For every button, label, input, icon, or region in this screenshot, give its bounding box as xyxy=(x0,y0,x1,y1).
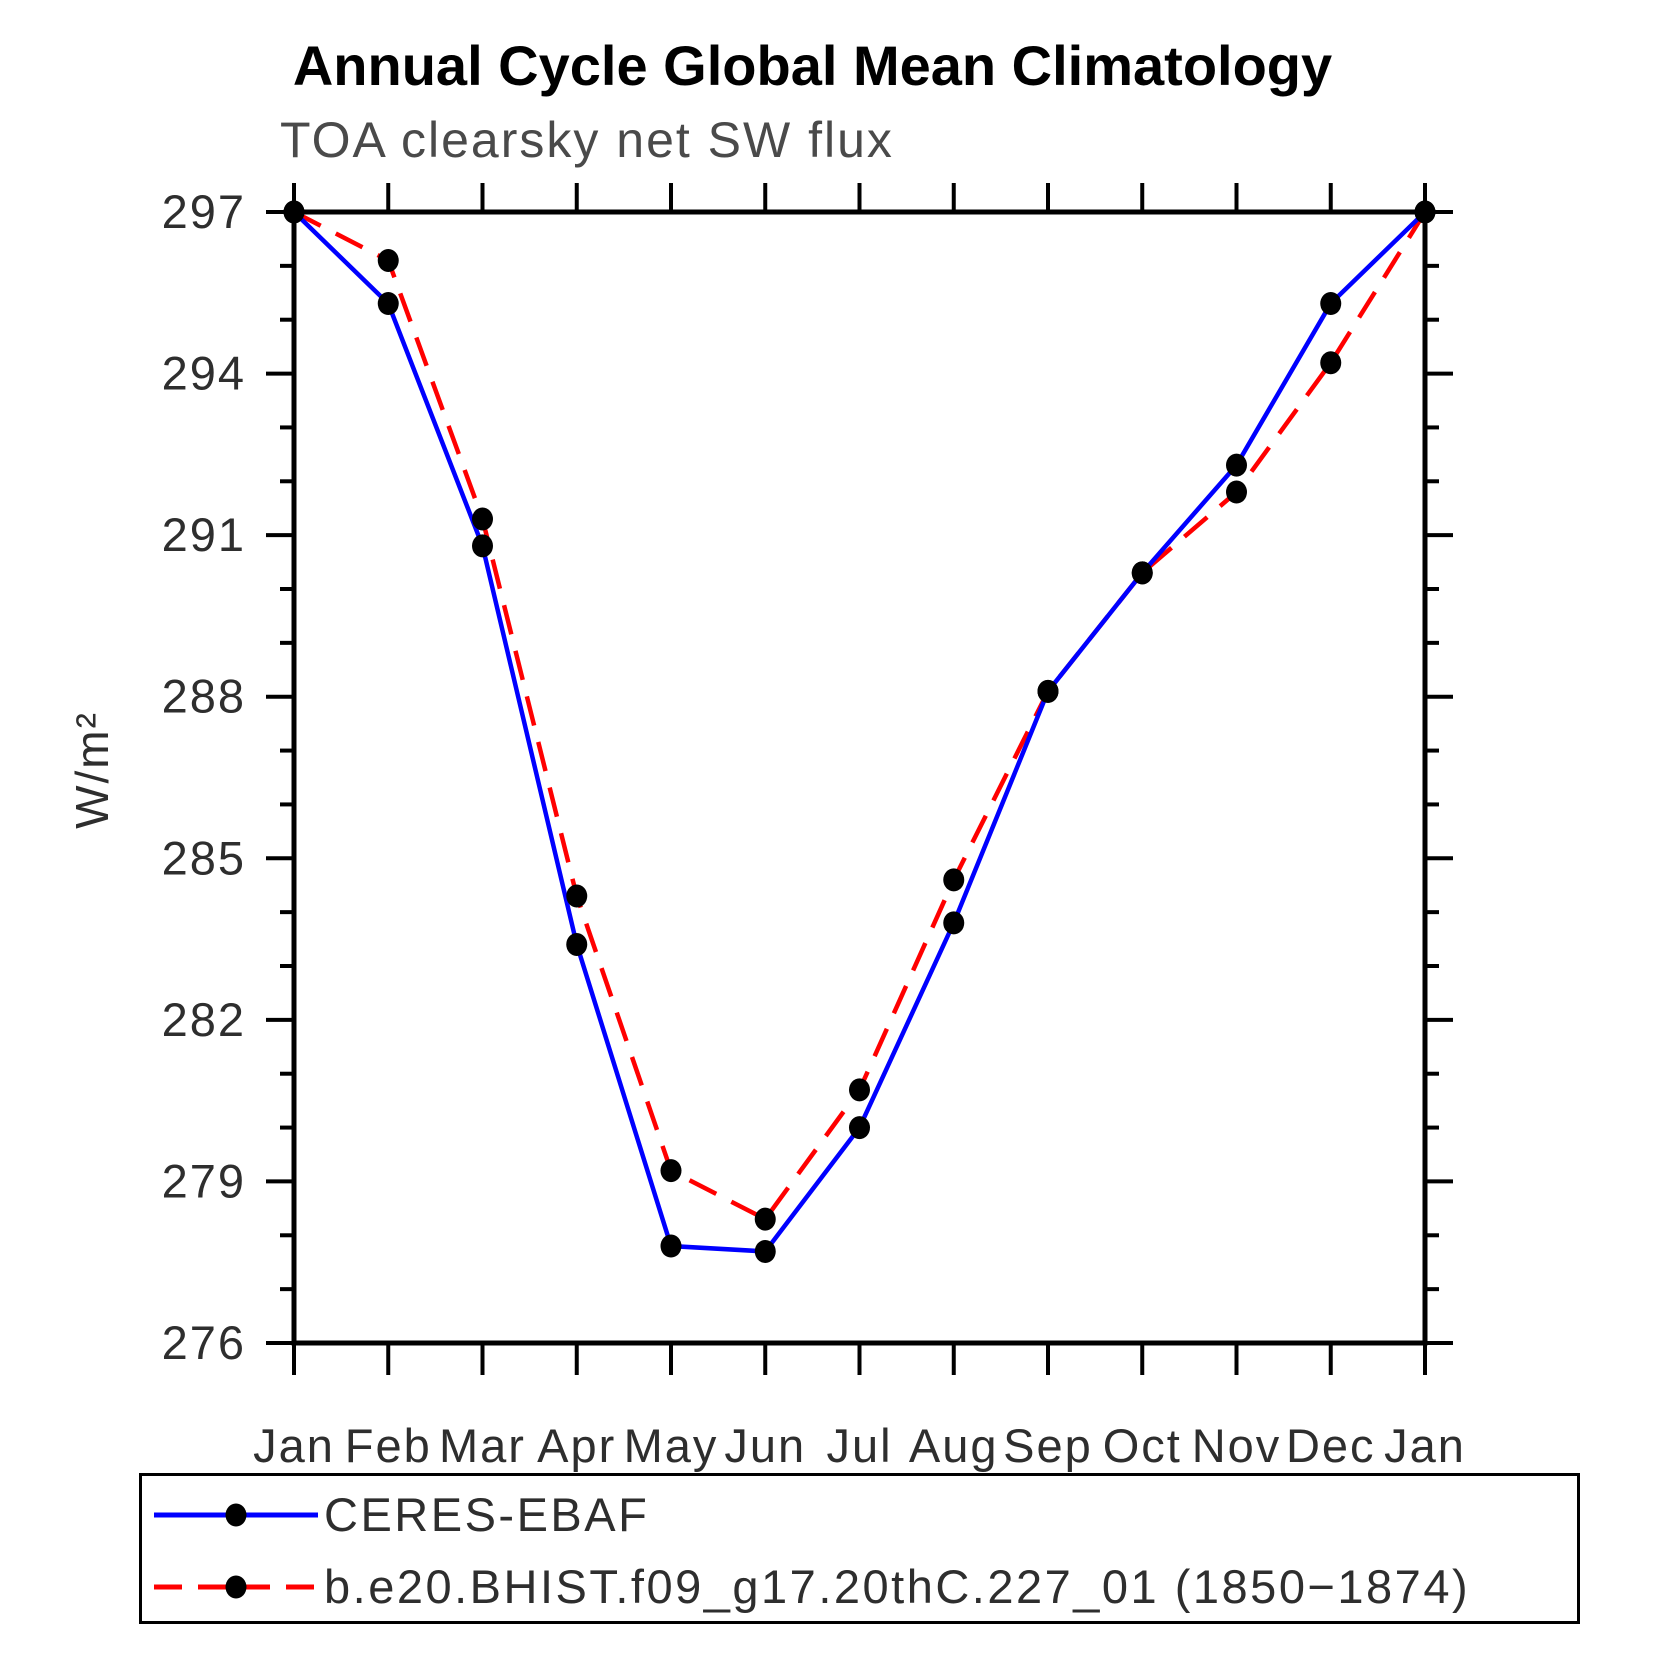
data-point-marker xyxy=(1226,453,1247,477)
y-tick-label: 294 xyxy=(162,347,246,400)
y-tick-label: 291 xyxy=(162,508,246,561)
plot-frame xyxy=(291,209,1428,1346)
x-tick-label: Feb xyxy=(345,1419,432,1472)
axes-frame xyxy=(291,209,1428,1346)
x-tick-label: Sep xyxy=(1003,1419,1093,1472)
data-point-marker xyxy=(377,292,399,316)
legend-sample-marker xyxy=(225,1503,247,1526)
x-tick-label: Dec xyxy=(1286,1419,1376,1472)
y-tick-label: 276 xyxy=(162,1316,246,1369)
axis-ticks xyxy=(266,183,1453,1375)
legend-line-sample xyxy=(154,1575,318,1598)
data-point-marker xyxy=(849,1116,870,1140)
y-tick-label: 297 xyxy=(162,185,246,238)
data-point-marker xyxy=(377,248,399,272)
y-tick-label: 282 xyxy=(162,993,246,1046)
series-line-b-e20-bhist-f09-g17-20thc-227-01-1850-1874 xyxy=(292,209,1427,1223)
y-tick-label: 288 xyxy=(162,670,246,723)
legend-row-b-e20-bhist-f09-g17-20thc-227-01-1850-1874: b.e20.BHIST.f09_g17.20thC.227_01 (1850−1… xyxy=(152,1557,1577,1617)
legend-label: CERES-EBAF xyxy=(324,1488,650,1541)
data-point-marker xyxy=(566,932,588,956)
x-tick-label: Nov xyxy=(1192,1419,1282,1472)
legend-row-ceres-ebaf: CERES-EBAF xyxy=(152,1485,1577,1545)
x-tick-label: Mar xyxy=(439,1419,526,1472)
data-point-marker xyxy=(1320,351,1342,375)
axis-tick-labels: Jan Feb Mar Apr May Jun Jul Aug Sep Oct Nov Dec Jan2… xyxy=(162,185,1466,1472)
x-tick-label: Jan xyxy=(1384,1419,1466,1472)
x-tick-label: Jan xyxy=(253,1419,335,1472)
x-tick-label: May xyxy=(624,1419,719,1472)
legend-sample-marker xyxy=(225,1575,247,1598)
data-point-marker xyxy=(566,884,588,908)
data-point-marker xyxy=(1037,679,1059,703)
data-point-marker xyxy=(472,534,493,558)
data-point-marker xyxy=(754,1239,776,1263)
x-tick-label: Jul xyxy=(826,1419,892,1472)
data-point-marker xyxy=(849,1078,870,1102)
data-point-marker xyxy=(660,1159,682,1183)
x-tick-label: Apr xyxy=(537,1419,616,1472)
data-point-marker xyxy=(1131,561,1153,585)
y-axis-title: W/m² xyxy=(66,711,118,829)
x-tick-label: Jun xyxy=(724,1419,806,1472)
chart-subtitle: TOA clearsky net SW flux xyxy=(280,112,894,168)
data-point-marker xyxy=(943,868,965,892)
data-point-marker xyxy=(943,911,965,935)
legend-box: CERES-EBAF b.e20.BHIST.f09_g17.20thC.227_… xyxy=(139,1473,1580,1624)
data-point-marker xyxy=(472,507,493,531)
data-point-marker xyxy=(1226,480,1247,504)
y-tick-label: 279 xyxy=(162,1154,246,1207)
x-tick-label: Aug xyxy=(909,1419,999,1472)
data-point-marker xyxy=(754,1207,776,1231)
legend-label: b.e20.BHIST.f09_g17.20thC.227_01 (1850−1… xyxy=(324,1560,1471,1613)
chart-title: Annual Cycle Global Mean Climatology xyxy=(292,34,1333,97)
data-point-markers xyxy=(283,200,1436,1263)
y-tick-label: 285 xyxy=(162,831,246,884)
x-tick-label: Oct xyxy=(1103,1419,1182,1472)
data-point-marker xyxy=(1320,292,1342,316)
legend-line-sample xyxy=(154,1503,318,1526)
data-point-marker xyxy=(660,1234,682,1258)
